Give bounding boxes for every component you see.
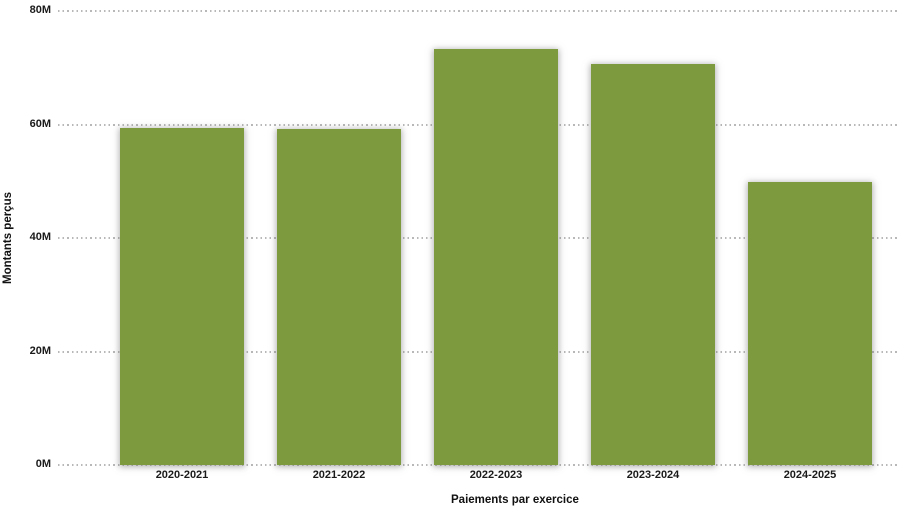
y-tick-label: 40M: [29, 231, 51, 243]
y-tick-label: 60M: [29, 117, 51, 130]
y-tick-label: 80M: [29, 4, 51, 16]
x-tick-label: 2023-2024: [626, 469, 680, 481]
bar-2020-2021[interactable]: [120, 127, 244, 465]
gridline: [58, 464, 900, 466]
x-tick-label: 2022-2023: [469, 469, 523, 481]
gridline: [58, 10, 900, 12]
x-tick-label: 2021-2022: [312, 469, 366, 481]
y-axis-title: Montants perçus: [2, 191, 14, 285]
bar-2024-2025[interactable]: [748, 181, 872, 465]
x-tick-label: 2024-2025: [783, 469, 837, 481]
bar-2022-2023[interactable]: [434, 49, 558, 465]
bar-2023-2024[interactable]: [591, 63, 715, 465]
y-tick-label: 0M: [35, 458, 51, 470]
y-tick-label: 20M: [29, 344, 51, 357]
x-axis-title: Paiements par exercice: [451, 494, 579, 506]
x-tick-label: 2020-2021: [155, 469, 209, 481]
bar-2021-2022[interactable]: [277, 129, 401, 465]
